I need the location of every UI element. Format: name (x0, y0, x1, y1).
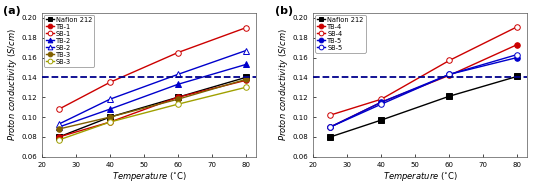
Y-axis label: $\it{Proton\ conductivity\ (S/cm)}$: $\it{Proton\ conductivity\ (S/cm)}$ (5, 28, 19, 141)
TB-5 (378, 101, 384, 103)
TB-3 (175, 98, 181, 100)
TB-2 (56, 126, 62, 128)
SB-3 (175, 103, 181, 105)
SB-2 (56, 123, 62, 125)
Line: SB-1: SB-1 (56, 25, 249, 112)
TB-1 (56, 136, 62, 138)
TB-4 (446, 74, 453, 77)
Nafion 212 (514, 75, 520, 77)
Text: (b): (b) (274, 6, 293, 16)
SB-2 (175, 73, 181, 76)
Line: TB-1: TB-1 (56, 77, 249, 140)
TB-1 (243, 79, 249, 81)
Nafion 212 (175, 96, 181, 98)
Nafion 212 (446, 95, 453, 97)
Legend: Nafion 212, TB-1, SB-1, TB-2, SB-2, TB-3, SB-3: Nafion 212, TB-1, SB-1, TB-2, SB-2, TB-3… (44, 15, 94, 67)
Nafion 212 (243, 76, 249, 78)
Line: Nafion 212: Nafion 212 (56, 75, 249, 140)
Nafion 212 (56, 136, 62, 138)
SB-5 (446, 73, 453, 76)
TB-2 (107, 108, 113, 110)
Nafion 212 (327, 136, 334, 138)
SB-4 (514, 26, 520, 28)
SB-1 (107, 81, 113, 84)
SB-3 (56, 139, 62, 141)
SB-3 (107, 121, 113, 123)
TB-4 (514, 43, 520, 46)
Line: TB-4: TB-4 (327, 42, 520, 130)
Line: SB-3: SB-3 (56, 84, 249, 143)
Line: SB-2: SB-2 (56, 48, 249, 127)
SB-4 (446, 59, 453, 62)
TB-4 (378, 101, 384, 103)
TB-1 (175, 96, 181, 98)
Line: Nafion 212: Nafion 212 (327, 74, 520, 140)
TB-3 (56, 128, 62, 130)
Line: TB-3: TB-3 (56, 77, 249, 132)
TB-3 (243, 78, 249, 81)
Legend: Nafion 212, TB-4, SB-4, TB-5, SB-5: Nafion 212, TB-4, SB-4, TB-5, SB-5 (316, 15, 366, 53)
TB-5 (446, 73, 453, 76)
SB-4 (378, 98, 384, 100)
Line: TB-5: TB-5 (327, 55, 520, 130)
SB-2 (243, 50, 249, 52)
TB-2 (243, 63, 249, 66)
TB-2 (175, 83, 181, 85)
Nafion 212 (378, 119, 384, 121)
TB-4 (327, 126, 334, 128)
SB-2 (107, 98, 113, 100)
SB-5 (327, 126, 334, 128)
Text: (a): (a) (3, 6, 21, 16)
TB-1 (107, 121, 113, 123)
SB-4 (327, 114, 334, 116)
SB-1 (175, 51, 181, 54)
Line: SB-5: SB-5 (327, 52, 520, 130)
SB-5 (514, 53, 520, 56)
TB-5 (327, 126, 334, 128)
Y-axis label: $\it{Proton\ conductivity\ (S/cm)}$: $\it{Proton\ conductivity\ (S/cm)}$ (277, 28, 290, 141)
X-axis label: $\it{Temperature}$ ($\rm{^{\circ}C}$): $\it{Temperature}$ ($\rm{^{\circ}C}$) (111, 170, 187, 184)
X-axis label: $\it{Temperature}$ ($\rm{^{\circ}C}$): $\it{Temperature}$ ($\rm{^{\circ}C}$) (383, 170, 458, 184)
Nafion 212 (107, 116, 113, 118)
Line: SB-4: SB-4 (327, 24, 520, 118)
SB-1 (243, 27, 249, 29)
SB-5 (378, 103, 384, 105)
SB-3 (243, 86, 249, 88)
SB-1 (56, 108, 62, 110)
TB-3 (107, 116, 113, 118)
TB-5 (514, 56, 520, 59)
Line: TB-2: TB-2 (56, 62, 249, 130)
